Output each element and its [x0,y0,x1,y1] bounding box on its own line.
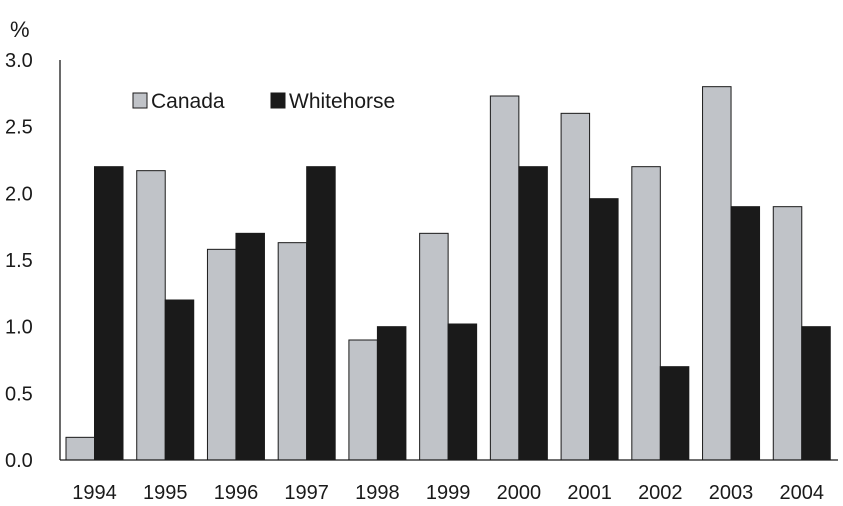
legend-swatch-canada [132,92,148,109]
bar-canada-1999 [419,232,449,461]
x-tick-label: 2002 [638,482,683,504]
x-tick-label: 1994 [72,482,117,504]
bars [65,86,831,461]
x-tick-label: 1996 [214,482,259,504]
bar-whitehorse-1999 [447,323,478,461]
y-axis-unit-label: % [10,17,30,42]
bar-canada-1997 [277,242,308,461]
bar-whitehorse-2004 [801,326,831,461]
legend-label-whitehorse: Whitehorse [289,90,395,113]
bar-whitehorse-2003 [730,206,761,461]
y-tick-label: 3.0 [5,50,33,72]
bar-whitehorse-1995 [164,299,195,461]
y-tick-label: 1.5 [5,250,33,272]
bar-whitehorse-2000 [518,166,548,461]
bar-canada-1998 [348,339,378,461]
x-tick-label: 1999 [426,482,471,504]
bar-canada-1996 [206,248,237,461]
bar-canada-2003 [702,86,732,461]
y-tick-label: 1.0 [5,317,33,339]
x-tick-label: 2004 [780,482,825,504]
bar-whitehorse-1997 [306,166,336,461]
bar-whitehorse-2002 [659,366,690,461]
x-axis-ticks: 1994 1995 1996 1997 1998 1999 2000 2001 2002 2003… [72,482,824,504]
bar-canada-2000 [489,95,520,461]
bar-whitehorse-1996 [235,232,265,461]
axes [59,60,838,461]
x-tick-label: 2001 [567,482,612,504]
x-tick-label: 1998 [355,482,400,504]
y-tick-label: 2.5 [5,117,33,139]
x-tick-label: 1997 [284,482,329,504]
bar-whitehorse-1994 [94,166,124,461]
bar-whitehorse-2001 [589,198,619,461]
y-tick-label: 0.5 [5,383,33,405]
y-tick-label: 0.0 [5,450,33,472]
legend-swatch-whitehorse [270,92,286,109]
legend: Canada Whitehorse [132,90,395,113]
y-tick-label: 2.0 [5,183,33,205]
y-axis-ticks: 0.0 0.5 1.0 1.5 2.0 2.5 3.0 [5,50,33,472]
x-tick-label: 2000 [497,482,542,504]
bar-canada-2002 [631,166,661,461]
bar-canada-2001 [560,112,591,461]
bar-canada-2004 [772,206,803,461]
bar-whitehorse-1998 [376,326,407,461]
x-tick-label: 2003 [709,482,754,504]
legend-label-canada: Canada [151,90,225,113]
x-tick-label: 1995 [143,482,188,504]
bar-canada-1995 [136,170,166,461]
bar-canada-1994 [65,436,95,461]
